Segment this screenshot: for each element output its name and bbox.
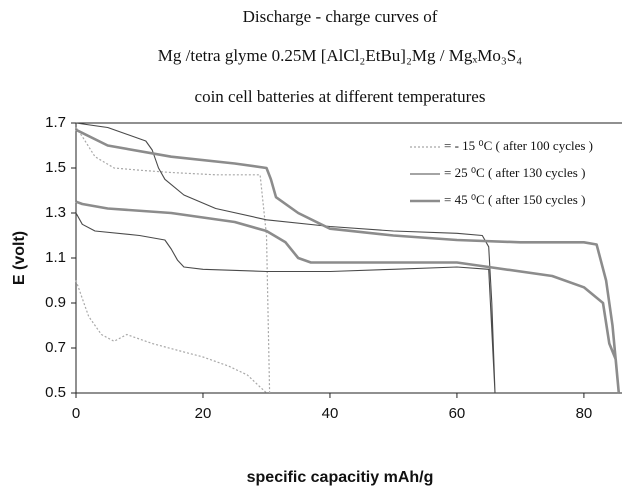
x-tick-label: 40 xyxy=(322,405,339,422)
series-line xyxy=(75,128,621,394)
x-tick-label: 0 xyxy=(72,405,80,422)
y-axis-label: E (volt) xyxy=(11,231,28,285)
x-tick-label: 80 xyxy=(576,405,593,422)
legend-label: = - 15 ⁰C ( after 100 cycles ) xyxy=(444,138,593,153)
y-tick-label: 1.3 xyxy=(45,204,66,221)
y-tick-label: 0.7 xyxy=(45,339,66,356)
chart-title: Discharge - charge curves of xyxy=(243,7,438,26)
x-tick-label: 60 xyxy=(449,405,466,422)
y-tick-label: 1.5 xyxy=(45,159,66,176)
legend-label: = 45 ⁰C ( after 150 cycles ) xyxy=(444,192,585,207)
series-line xyxy=(75,122,496,394)
x-axis-label: specific capacitiy mAh/g xyxy=(247,469,434,486)
y-tick-label: 1.7 xyxy=(45,114,66,131)
y-tick-label: 0.5 xyxy=(45,384,66,401)
y-tick-label: 0.9 xyxy=(45,294,66,311)
legend-label: = 25 ⁰C ( after 130 cycles ) xyxy=(444,165,585,180)
chart-title: coin cell batteries at different tempera… xyxy=(195,87,486,106)
y-tick-label: 1.1 xyxy=(45,249,66,266)
chart-title: Mg /tetra glyme 0.25M [AlCl₂EtBu]₂Mg / M… xyxy=(158,46,522,65)
series-line xyxy=(75,127,271,394)
x-tick-label: 20 xyxy=(195,405,212,422)
